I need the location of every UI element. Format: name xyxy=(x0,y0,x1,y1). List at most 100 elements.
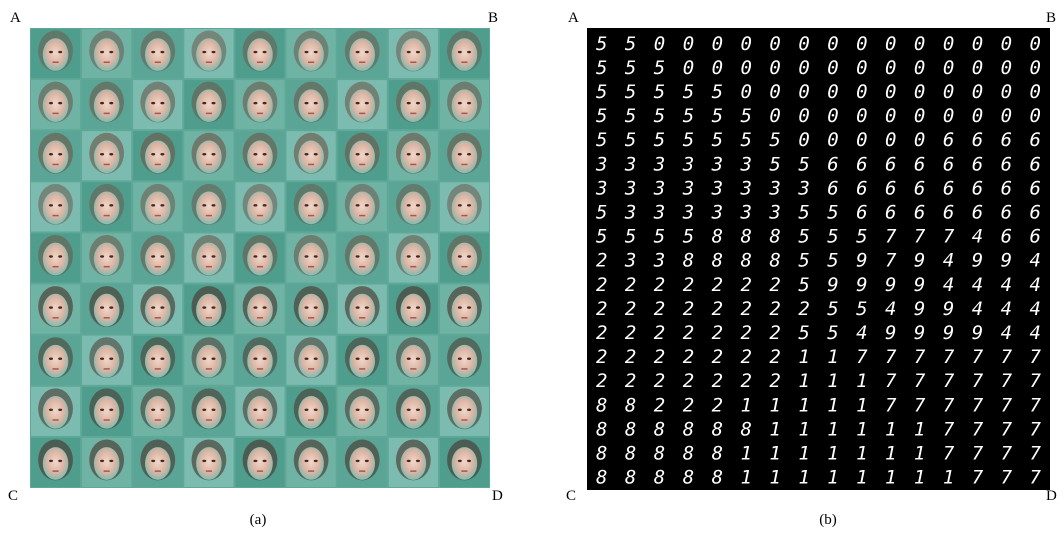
face-tile xyxy=(184,131,233,180)
eye xyxy=(263,51,267,53)
face-tile xyxy=(31,285,80,334)
eye xyxy=(356,102,360,104)
eye xyxy=(211,255,215,257)
face xyxy=(298,38,324,71)
eye xyxy=(305,102,309,104)
eye xyxy=(314,51,318,53)
corner-label: A xyxy=(568,10,579,26)
face xyxy=(452,140,478,173)
face-tile xyxy=(82,387,131,436)
face xyxy=(43,243,69,276)
face xyxy=(298,345,324,378)
face-tile xyxy=(235,29,284,78)
face xyxy=(349,192,375,225)
face xyxy=(247,192,273,225)
eye xyxy=(151,460,155,462)
eye xyxy=(365,409,369,411)
eye xyxy=(263,357,267,359)
face xyxy=(196,345,222,378)
face xyxy=(401,38,427,71)
face xyxy=(247,38,273,71)
face-tile xyxy=(82,29,131,78)
eye xyxy=(253,153,257,155)
eye xyxy=(416,102,420,104)
eye xyxy=(365,460,369,462)
eye xyxy=(109,153,113,155)
eye xyxy=(151,204,155,206)
face-tile xyxy=(338,80,387,129)
eye xyxy=(356,255,360,257)
face xyxy=(247,89,273,122)
face-tile xyxy=(133,80,182,129)
eye xyxy=(314,153,318,155)
face xyxy=(298,243,324,276)
face xyxy=(94,294,120,327)
face xyxy=(247,294,273,327)
eye xyxy=(49,153,53,155)
corner-label: C xyxy=(8,488,18,504)
face xyxy=(94,396,120,429)
face xyxy=(452,38,478,71)
eye xyxy=(202,51,206,53)
eye xyxy=(314,357,318,359)
eye xyxy=(365,102,369,104)
eye xyxy=(100,204,104,206)
eye xyxy=(416,255,420,257)
face xyxy=(196,140,222,173)
eye xyxy=(356,306,360,308)
face-tile xyxy=(31,182,80,231)
eye xyxy=(109,204,113,206)
eye xyxy=(49,51,53,53)
eye xyxy=(49,102,53,104)
eye xyxy=(305,51,309,53)
face xyxy=(145,140,171,173)
eye xyxy=(467,357,471,359)
eye xyxy=(100,255,104,257)
face-tile xyxy=(338,438,387,487)
face-tile xyxy=(184,233,233,282)
face-tile xyxy=(133,285,182,334)
face-tile xyxy=(235,182,284,231)
face-tile xyxy=(82,336,131,385)
face-tile xyxy=(338,336,387,385)
face-tile xyxy=(440,182,489,231)
face xyxy=(145,396,171,429)
face xyxy=(349,396,375,429)
eye xyxy=(314,255,318,257)
face xyxy=(298,447,324,480)
face-tile xyxy=(338,182,387,231)
face-tile xyxy=(287,438,336,487)
panel-b: A B C D (b) 5500000000000000555000000000… xyxy=(566,10,1057,528)
eye xyxy=(467,153,471,155)
eye xyxy=(365,357,369,359)
face-tile xyxy=(287,285,336,334)
face-tile xyxy=(338,387,387,436)
eye xyxy=(407,51,411,53)
face xyxy=(94,243,120,276)
eye xyxy=(407,255,411,257)
face-tile xyxy=(184,387,233,436)
face xyxy=(196,243,222,276)
eye xyxy=(109,255,113,257)
face xyxy=(196,38,222,71)
eye xyxy=(160,204,164,206)
face xyxy=(94,447,120,480)
eye xyxy=(314,460,318,462)
face xyxy=(145,345,171,378)
eye xyxy=(109,409,113,411)
eye xyxy=(407,409,411,411)
eye xyxy=(160,409,164,411)
eye xyxy=(356,204,360,206)
face-tile xyxy=(31,387,80,436)
eye xyxy=(58,102,62,104)
eye xyxy=(160,51,164,53)
face xyxy=(94,192,120,225)
face-tile xyxy=(389,285,438,334)
eye xyxy=(202,102,206,104)
page: A B C D (a) A B C D (b) 5500000000000000… xyxy=(0,0,1064,537)
eye xyxy=(263,306,267,308)
face-tile xyxy=(133,29,182,78)
eye xyxy=(100,306,104,308)
eye xyxy=(416,460,420,462)
figure: A B C D (a) A B C D (b) 5500000000000000… xyxy=(0,0,1064,537)
